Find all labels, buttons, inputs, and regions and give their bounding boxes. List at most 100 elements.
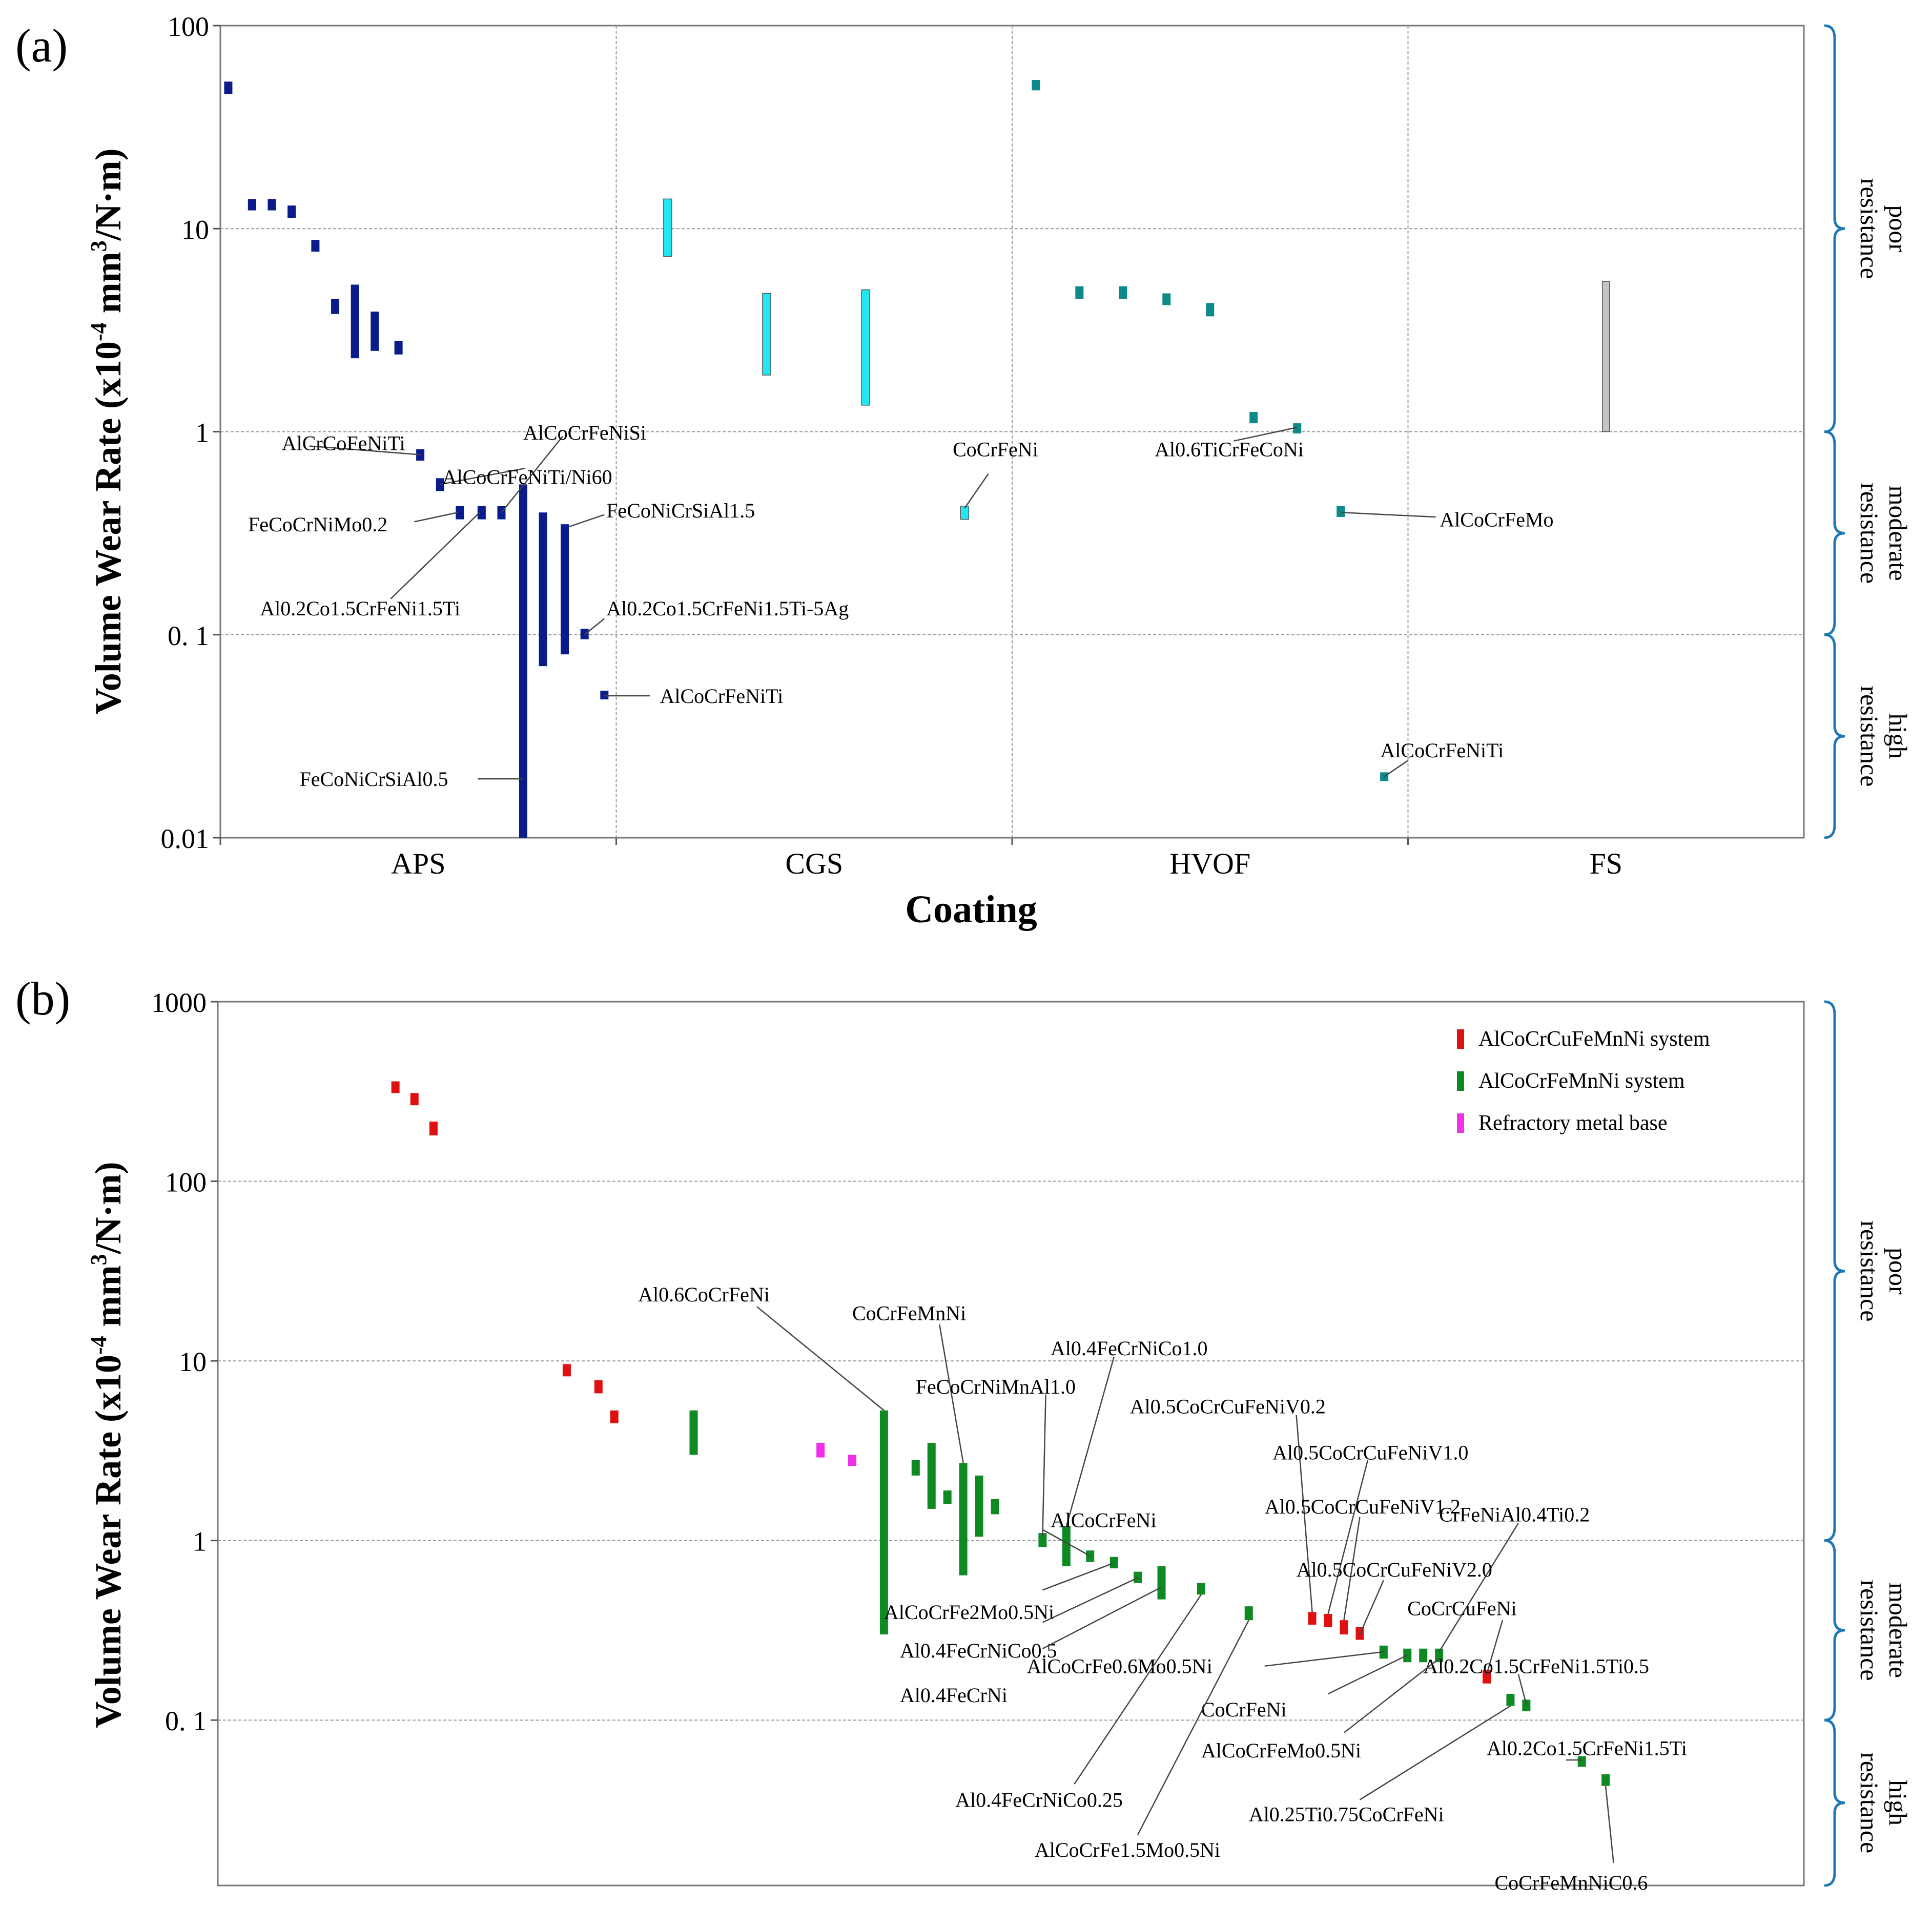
bar-aps <box>456 506 464 520</box>
bar-hvof <box>1380 772 1389 781</box>
leader-line-b <box>1074 1594 1202 1785</box>
legend-swatch <box>1457 1071 1464 1091</box>
annotation-label-a: FeCoNiCrSiAl1.5 <box>606 499 755 522</box>
resistance-label: moderateresistance <box>1855 1580 1913 1681</box>
bar-cgs <box>762 293 771 376</box>
legend-swatch <box>1457 1029 1464 1049</box>
bar-series-0 <box>594 1380 603 1394</box>
resistance-label-line: resistance <box>1855 178 1884 279</box>
y-tick-label-a: 0.01 <box>161 823 210 854</box>
y-tick-label-b: 10 <box>179 1346 207 1377</box>
leader-line-b <box>1438 1523 1519 1652</box>
category-label-cgs: CGS <box>785 847 843 880</box>
bar-series-1 <box>975 1475 983 1537</box>
annotation-label-b: Al0.5CoCrCuFeNiV2.0 <box>1297 1558 1492 1581</box>
annotation-label-b: Al0.4FeCrNiCo0.25 <box>955 1789 1123 1812</box>
leader-line-b <box>1327 1460 1369 1614</box>
bar-series-0 <box>410 1093 419 1106</box>
leader-line-a <box>440 467 526 485</box>
bar-hvof <box>1337 506 1345 517</box>
y-tick-label-a: 100 <box>168 11 209 42</box>
bar-series-1 <box>1244 1606 1253 1621</box>
annotations-b: Al0.6CoCrFeNi CoCrFeMnNi Al0.4FeCrNiCo1.0 F… <box>638 1283 1687 1894</box>
leader-line-a <box>568 514 605 528</box>
bar-series-0 <box>1324 1614 1332 1627</box>
annotation-label-a: CoCrFeNi <box>953 438 1038 461</box>
bar-aps <box>311 240 320 252</box>
bar-cgs <box>960 505 970 520</box>
resistance-label: poorresistance <box>1855 1220 1913 1321</box>
x-axis-label-a: Coating <box>905 888 1037 931</box>
bar-fs <box>1602 281 1610 432</box>
annotation-label-b: AlCoCrFeMo0.5Ni <box>1201 1739 1361 1762</box>
bar-aps <box>268 199 276 211</box>
annotation-label-b: AlCoCrFe0.6Mo0.5Ni <box>1026 1655 1212 1678</box>
bar-series-1 <box>1086 1550 1095 1562</box>
bar-aps <box>371 312 379 351</box>
panel-a: (a) 100 10 1 0. 1 0.01 APS CGS HVOF FS AlCrCoFe… <box>15 11 1913 931</box>
bar-series-1 <box>927 1442 936 1509</box>
y-tick-label-a: 1 <box>195 418 209 448</box>
bar-hvof <box>1075 286 1084 299</box>
annotation-label-a: Al0.2Co1.5CrFeNi1.5Ti <box>260 597 460 620</box>
annotation-label-a: Al0.6TiCrFeCoNi <box>1155 438 1304 461</box>
annotation-label-b: CoCrCuFeNi <box>1407 1597 1516 1620</box>
bar-series-1 <box>879 1410 888 1634</box>
bar-series-1 <box>1109 1557 1118 1568</box>
legend: AlCoCrCuFeMnNi system AlCoCrFeMnNi system… <box>1457 1027 1710 1135</box>
annotation-label-b: AlCoCrFe2Mo0.5Ni <box>884 1601 1054 1624</box>
leader-line-b <box>1042 1577 1138 1623</box>
resistance-brackets-b: poorresistancemoderateresistancehighresi… <box>1824 1000 1913 1887</box>
legend-label: AlCoCrCuFeMnNi system <box>1478 1027 1710 1051</box>
annotation-label-a: AlCoCrFeNiTi <box>660 685 783 708</box>
leader-line-a <box>964 473 989 509</box>
annotation-label-a: Al0.2Co1.5CrFeNi1.5Ti-5Ag <box>606 597 849 620</box>
bar-aps <box>248 199 256 211</box>
panel-b: (b) 1000 100 10 1 0. 1 Al0.6CoCrFeNi CoCrFeMn… <box>15 972 1913 1894</box>
leader-line-b <box>1137 1620 1249 1835</box>
annotation-label-b: Al0.5CoCrCuFeNiV1.0 <box>1272 1441 1468 1464</box>
bar-series-0 <box>562 1364 571 1377</box>
resistance-label-line: moderate <box>1884 1583 1913 1678</box>
leader-line-b <box>1264 1651 1384 1667</box>
leader-line-a <box>1341 511 1436 518</box>
bar-cgs <box>663 198 672 257</box>
bar-series-1 <box>689 1410 698 1455</box>
plot-area-b <box>217 1001 1805 1887</box>
leader-line-a <box>1234 426 1298 442</box>
annotation-label-b: Al0.4FeCrNi <box>900 1684 1008 1707</box>
y-tick-label-b: 0. 1 <box>165 1706 207 1736</box>
panel-label-a: (a) <box>15 19 68 72</box>
bar-series-1 <box>943 1490 952 1504</box>
leader-line-b <box>1343 1517 1361 1621</box>
bar-series-1 <box>991 1499 999 1515</box>
bar-aps <box>331 299 340 314</box>
bar-series-2 <box>816 1442 825 1458</box>
legend-swatch <box>1457 1113 1464 1133</box>
y-tick-label-a: 0. 1 <box>168 620 209 651</box>
annotation-label-a: FeCoCrNiMo0.2 <box>248 513 387 536</box>
bar-aps <box>351 284 359 359</box>
annotation-label-b: Al0.6CoCrFeNi <box>638 1283 770 1306</box>
annotation-label-a: AlCoCrFeMo <box>1440 508 1553 531</box>
annotation-label-b: CrFeNiAl0.4Ti0.2 <box>1439 1503 1590 1526</box>
leader-line-b <box>1042 1586 1162 1649</box>
leader-line-b <box>1042 1529 1091 1557</box>
leader-line-b <box>1486 1620 1504 1675</box>
leader-line-b <box>1065 1357 1115 1527</box>
bar-series-1 <box>1157 1566 1166 1600</box>
bar-series-0 <box>610 1410 619 1423</box>
bar-series-1 <box>1601 1774 1610 1786</box>
bar-series-1 <box>1577 1756 1586 1767</box>
leader-line-a <box>584 618 605 635</box>
annotation-label-a: AlCrCoFeNiTi <box>282 431 405 454</box>
bar-cgs <box>861 289 870 406</box>
y-tick-label-b: 100 <box>165 1167 207 1198</box>
grid-a <box>213 25 1804 845</box>
bar-series-0 <box>1308 1612 1317 1625</box>
panel-label-b: (b) <box>15 972 70 1025</box>
legend-label: AlCoCrFeMnNi system <box>1478 1069 1685 1093</box>
bar-series-1 <box>1134 1571 1142 1583</box>
bar-series-1 <box>1435 1648 1444 1663</box>
